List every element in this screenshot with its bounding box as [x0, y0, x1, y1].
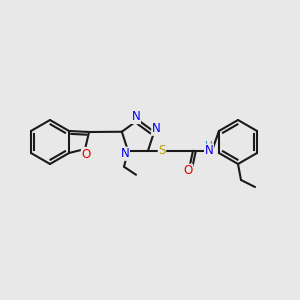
Text: N: N [205, 144, 213, 157]
Text: N: N [121, 147, 129, 160]
Text: N: N [152, 122, 161, 135]
Text: O: O [183, 164, 193, 177]
Text: S: S [158, 144, 166, 157]
Text: N: N [132, 110, 140, 124]
Text: O: O [81, 148, 91, 160]
Text: H: H [205, 141, 213, 151]
